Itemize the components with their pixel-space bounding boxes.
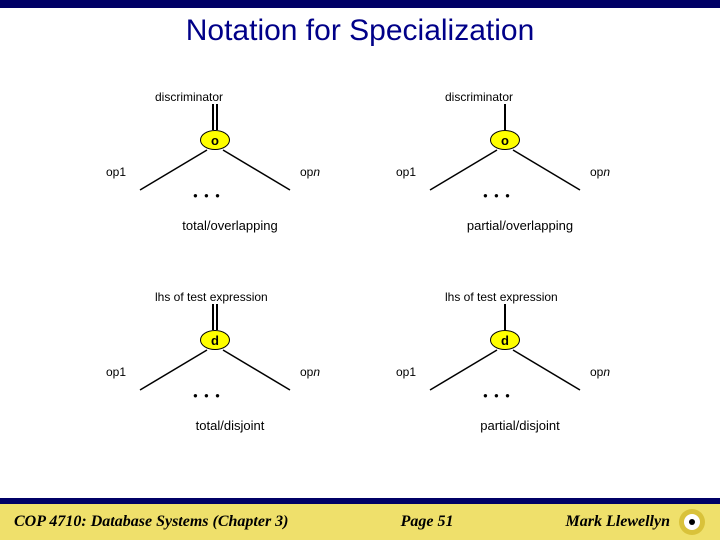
ellipsis-icon: ● ● ● xyxy=(483,392,512,400)
diagram-total-overlapping: discriminatoroop1opn● ● ●total/overlappi… xyxy=(90,90,370,280)
top-bar xyxy=(0,0,720,8)
diagram-caption: partial/disjoint xyxy=(380,418,660,433)
branch-lines xyxy=(380,290,660,480)
ellipsis-icon: ● ● ● xyxy=(193,392,222,400)
branch-lines xyxy=(380,90,660,280)
footer: COP 4710: Database Systems (Chapter 3) P… xyxy=(0,498,720,540)
diagram-partial-disjoint: lhs of test expressiondop1opn● ● ●partia… xyxy=(380,290,660,480)
page-title: Notation for Specialization xyxy=(0,14,720,48)
diagram-caption: total/disjoint xyxy=(90,418,370,433)
op-right-label: opn xyxy=(300,365,320,379)
content-area: discriminatoroop1opn● ● ●total/overlappi… xyxy=(0,60,720,480)
op-left-label: op1 xyxy=(106,365,126,379)
diagram-caption: partial/overlapping xyxy=(380,218,660,233)
footer-author: Mark Llewellyn xyxy=(566,513,670,531)
op-right-label: opn xyxy=(300,165,320,179)
branch-lines xyxy=(90,90,370,280)
footer-course: COP 4710: Database Systems (Chapter 3) xyxy=(14,513,289,531)
op-right-label: opn xyxy=(590,365,610,379)
branch-lines xyxy=(90,290,370,480)
diagram-partial-overlapping: discriminatoroop1opn● ● ●partial/overlap… xyxy=(380,90,660,280)
op-left-label: op1 xyxy=(106,165,126,179)
op-left-label: op1 xyxy=(396,165,416,179)
footer-page: Page 51 xyxy=(401,513,454,531)
ellipsis-icon: ● ● ● xyxy=(193,192,222,200)
ucf-logo-icon xyxy=(678,508,706,536)
diagram-caption: total/overlapping xyxy=(90,218,370,233)
slide: Notation for Specialization discriminato… xyxy=(0,0,720,540)
ellipsis-icon: ● ● ● xyxy=(483,192,512,200)
op-right-label: opn xyxy=(590,165,610,179)
op-left-label: op1 xyxy=(396,365,416,379)
diagram-total-disjoint: lhs of test expressiondop1opn● ● ●total/… xyxy=(90,290,370,480)
footer-body: COP 4710: Database Systems (Chapter 3) P… xyxy=(0,504,720,540)
